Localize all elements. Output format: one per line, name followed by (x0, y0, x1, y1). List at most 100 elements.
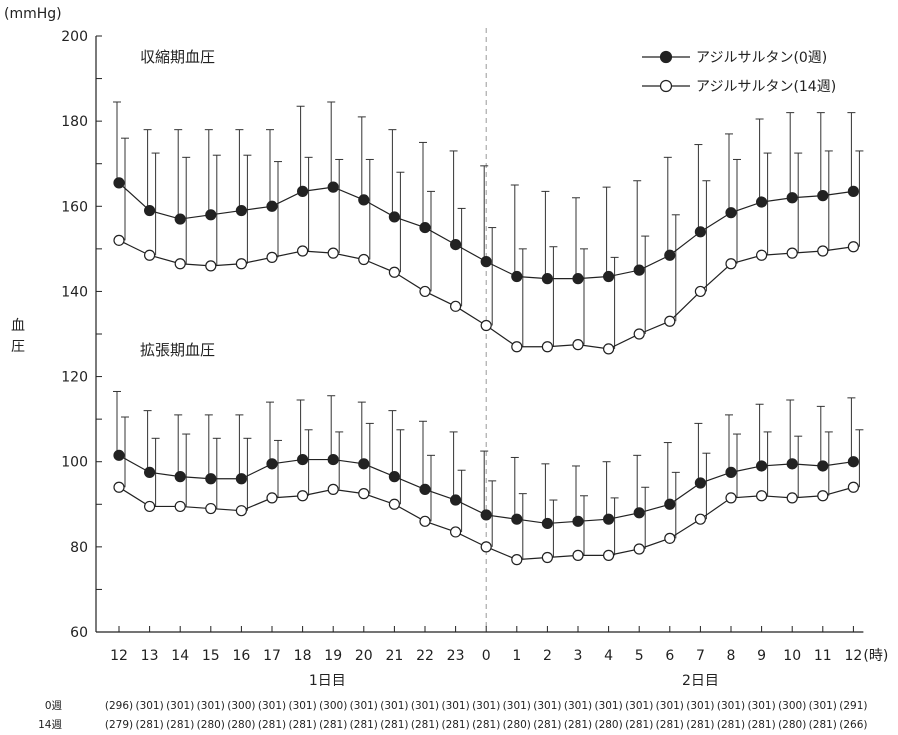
point-0w-diastolic (144, 466, 156, 478)
legend-label-0w: アジルサルタン(0週) (696, 50, 827, 66)
point-14w-systolic (480, 319, 492, 332)
day-1-label: 1日目 (309, 673, 346, 689)
y-tick-label: 80 (70, 540, 88, 556)
x-tick-label: 18 (294, 648, 312, 664)
y-axis-unit: (mmHg) (4, 6, 62, 22)
systolic-panel-label: 収縮期血圧 (140, 48, 215, 66)
n-value: (280) (197, 719, 225, 731)
point-14w-diastolic (480, 541, 492, 553)
n-value: (281) (319, 719, 347, 731)
x-tick-label: 5 (635, 648, 644, 664)
x-axis-unit: (時) (863, 648, 888, 664)
point-0w-diastolic (450, 494, 462, 506)
n-value: (291) (839, 700, 867, 712)
n-value: (281) (288, 719, 316, 731)
n-value: (301) (747, 700, 775, 712)
x-tick-label: 7 (696, 648, 705, 664)
x-tick-label: 0 (482, 648, 491, 664)
point-0w-diastolic (480, 509, 492, 521)
n-value: (281) (533, 719, 561, 731)
point-14w-systolic (174, 258, 186, 270)
point-14w-diastolic (113, 481, 125, 493)
point-14w-systolic (144, 249, 156, 261)
point-0w-systolic (725, 207, 737, 219)
x-axis-labels: 12 13 14 15 16 17 18 19 20 21 22 23 0 1 2 3 4 5 6 7 8 9 10 11 12… (110, 648, 888, 689)
n-value: (266) (839, 719, 867, 731)
point-0w-systolic (419, 221, 431, 234)
point-0w-diastolic (511, 513, 523, 525)
point-14w-diastolic (694, 513, 707, 525)
point-14w-diastolic (755, 490, 768, 502)
point-14w-diastolic (266, 492, 278, 504)
n-value: (281) (656, 719, 684, 731)
point-14w-diastolic (664, 532, 676, 544)
x-tick-label: 22 (416, 648, 434, 664)
point-0w-diastolic (602, 513, 615, 525)
point-14w-systolic (725, 258, 737, 270)
n-value: (281) (564, 719, 592, 731)
n-value: (281) (166, 719, 194, 731)
point-0w-systolic (511, 270, 523, 283)
point-14w-systolic (664, 315, 676, 327)
point-0w-systolic (144, 204, 156, 217)
y-tick-label: 60 (70, 625, 88, 641)
n-value: (301) (503, 700, 531, 712)
point-14w-systolic (572, 339, 584, 351)
n-value: (280) (594, 719, 622, 731)
point-0w-diastolic (847, 456, 860, 468)
diastolic-panel-label: 拡張期血圧 (140, 341, 215, 359)
x-tick-label: 19 (324, 648, 342, 664)
point-0w-systolic (235, 204, 247, 217)
point-0w-systolic (358, 194, 370, 206)
axes: 60 80 100 120 140 160 180 200 (61, 28, 864, 641)
n-value: (280) (503, 719, 531, 731)
point-0w-systolic (266, 200, 278, 212)
n-value: (301) (411, 700, 439, 712)
point-0w-systolic (817, 190, 829, 202)
point-14w-diastolic (235, 505, 247, 517)
point-0w-systolic (327, 181, 339, 193)
n-value: (281) (135, 719, 163, 731)
n-value: (281) (411, 719, 439, 731)
n-value: (281) (472, 719, 500, 731)
n-value: (301) (625, 700, 653, 712)
point-0w-systolic (633, 264, 645, 276)
point-14w-systolic (297, 245, 309, 257)
n-value: (296) (105, 700, 133, 712)
y-axis-label-char-2: 圧 (11, 339, 25, 355)
point-0w-systolic (388, 211, 400, 223)
legend: アジルサルタン(0週) アジルサルタン(14週) (642, 50, 836, 95)
x-tick-label: 12 (844, 648, 862, 664)
point-14w-diastolic (633, 543, 645, 555)
point-0w-diastolic (297, 453, 309, 466)
n-value: (280) (227, 719, 255, 731)
data-points (113, 177, 860, 566)
x-tick-label: 23 (447, 648, 465, 664)
point-14w-systolic (786, 247, 798, 259)
n-value: (281) (350, 719, 378, 731)
n-value: (301) (288, 700, 316, 712)
point-0w-systolic (297, 185, 309, 197)
x-tick-label: 21 (385, 648, 403, 664)
y-axis-label-char-1: 血 (11, 318, 25, 334)
point-14w-diastolic (511, 554, 523, 566)
x-tick-label: 3 (574, 648, 583, 664)
point-14w-diastolic (541, 551, 554, 564)
point-14w-diastolic (174, 500, 186, 513)
point-14w-diastolic (144, 500, 156, 513)
n-value: (300) (319, 700, 347, 712)
y-tick-label: 100 (61, 455, 88, 471)
legend-marker-0w (659, 50, 673, 64)
point-14w-systolic (633, 328, 645, 340)
n-value: (281) (717, 719, 745, 731)
n-value: (279) (105, 719, 133, 731)
n-value: (281) (625, 719, 653, 731)
x-tick-label: 2 (543, 648, 552, 664)
n-row-label: 0週 (45, 700, 63, 712)
n-value: (301) (564, 700, 592, 712)
sample-size-rows: 0週 (296) (301) (301) (301) (300) (301) (301) (30… (38, 700, 867, 731)
x-tick-label: 8 (727, 648, 736, 664)
y-tick-label: 200 (61, 29, 88, 45)
legend-marker-14w (659, 79, 673, 93)
